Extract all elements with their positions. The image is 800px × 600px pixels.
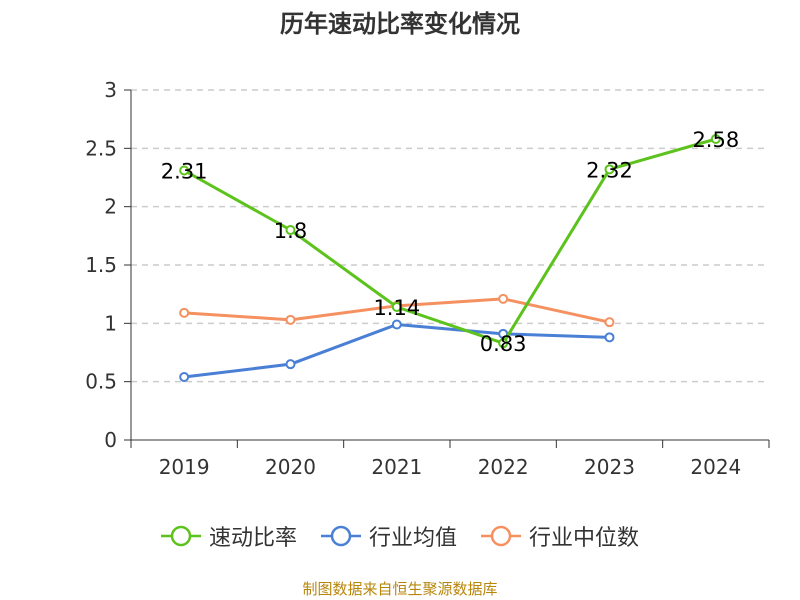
data-label: 1.14 — [373, 296, 420, 320]
legend-label: 行业均值 — [368, 526, 457, 551]
data-point — [498, 293, 509, 304]
legend-item-industry-median[interactable]: 行业中位数 — [481, 520, 639, 552]
y-tick-label: 1.5 — [85, 253, 117, 277]
y-tick-label: 1 — [104, 311, 117, 335]
x-tick-label: 2022 — [478, 455, 529, 479]
legend-item-industry-mean[interactable]: 行业均值 — [320, 520, 457, 552]
data-point — [285, 225, 296, 235]
y-tick-label: 2 — [104, 195, 117, 219]
x-tick-label: 2021 — [371, 455, 422, 479]
chart-title: 历年速动比率变化情况 — [280, 10, 520, 38]
data-point — [604, 164, 615, 175]
legend-marker-icon — [160, 525, 201, 547]
data-point — [498, 338, 509, 349]
y-tick-label: 2.5 — [85, 136, 117, 160]
legend-label: 速动比率 — [208, 526, 297, 551]
data-point — [604, 317, 615, 328]
data-point — [285, 359, 296, 370]
data-point — [179, 307, 190, 318]
legend-marker-icon — [320, 525, 361, 547]
series-line — [183, 323, 610, 379]
data-label: 2.31 — [161, 160, 208, 184]
series-lines — [179, 134, 721, 382]
legend-label: 行业中位数 — [529, 526, 640, 551]
data-label: 1.8 — [274, 219, 307, 243]
data-label: 2.32 — [586, 158, 633, 182]
grid-lines — [131, 89, 769, 383]
data-point — [710, 134, 721, 144]
x-tick-label: 2019 — [159, 455, 210, 479]
data-label: 2.58 — [692, 128, 739, 152]
line-chart: 0 0.5 1 1.5 2 2.5 3 2019 2020 2021 2022 2023 2024 2.… — [85, 78, 770, 479]
legend-marker-icon — [481, 525, 521, 547]
data-point — [391, 302, 402, 312]
x-tick-label: 2023 — [584, 455, 635, 479]
data-point — [391, 319, 402, 330]
x-tick-label: 2020 — [265, 455, 316, 479]
data-point — [604, 332, 615, 343]
data-point — [285, 314, 296, 325]
data-labels: 2.31 1.8 1.14 0.83 2.32 2.58 — [161, 128, 739, 356]
x-tick-label: 2024 — [690, 455, 741, 479]
y-tick-label: 0.5 — [85, 370, 117, 394]
source-note: 制图数据来自恒生聚源数据库 — [302, 580, 498, 598]
series-line — [183, 137, 717, 345]
y-tick-label: 3 — [104, 78, 117, 102]
data-label: 0.83 — [480, 332, 527, 356]
data-point — [179, 372, 190, 382]
axes: 0 0.5 1 1.5 2 2.5 3 2019 2020 2021 2022 2023 2024 — [85, 78, 770, 479]
data-point — [179, 165, 190, 176]
y-tick-label: 0 — [104, 428, 117, 452]
legend: 速动比率 行业均值 行业中位数 — [0, 520, 800, 552]
legend-item-quick-ratio[interactable]: 速动比率 — [160, 520, 297, 552]
